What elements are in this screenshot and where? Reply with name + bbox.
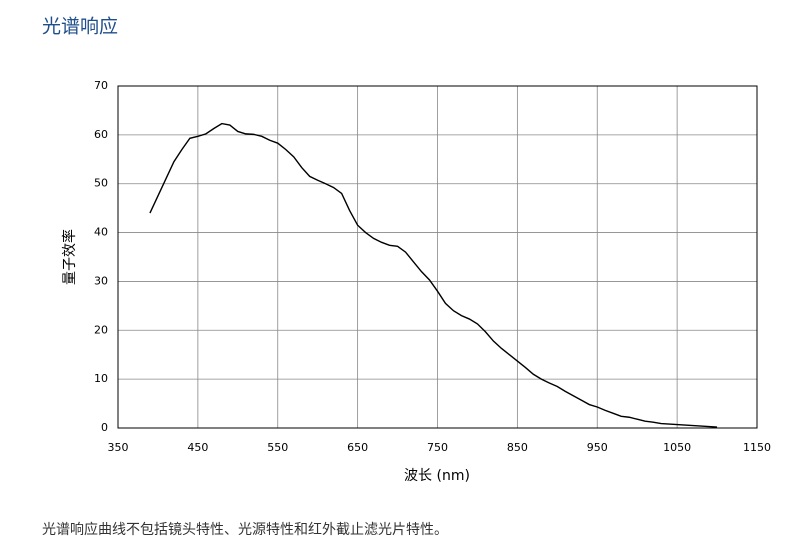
y-axis-label: 量子效率 — [61, 229, 78, 285]
x-tick-label: 950 — [587, 441, 608, 454]
x-tick-label: 450 — [187, 441, 208, 454]
x-tick-label: 750 — [427, 441, 448, 454]
y-tick-label: 50 — [94, 177, 108, 190]
x-tick-label: 1050 — [663, 441, 691, 454]
caption: 光谱响应曲线不包括镜头特性、光源特性和红外截止滤光片特性。 — [42, 521, 448, 538]
page-title: 光谱响应 — [42, 16, 118, 38]
y-tick-label: 10 — [94, 372, 108, 385]
y-tick-label: 20 — [94, 323, 108, 336]
x-tick-label: 650 — [347, 441, 368, 454]
data-line — [149, 122, 718, 428]
y-tick-label: 30 — [94, 274, 108, 287]
x-axis-label: 波长 (nm) — [404, 468, 470, 484]
x-tick-label: 350 — [108, 441, 129, 454]
y-tick-label: 40 — [94, 226, 108, 239]
plot-frame — [117, 85, 758, 429]
y-tick-label: 0 — [101, 421, 108, 434]
x-tick-label: 850 — [507, 441, 528, 454]
y-tick-label: 60 — [94, 128, 108, 141]
y-tick-label: 70 — [94, 79, 108, 92]
x-tick-label: 1150 — [743, 441, 771, 454]
x-tick-label: 550 — [267, 441, 288, 454]
